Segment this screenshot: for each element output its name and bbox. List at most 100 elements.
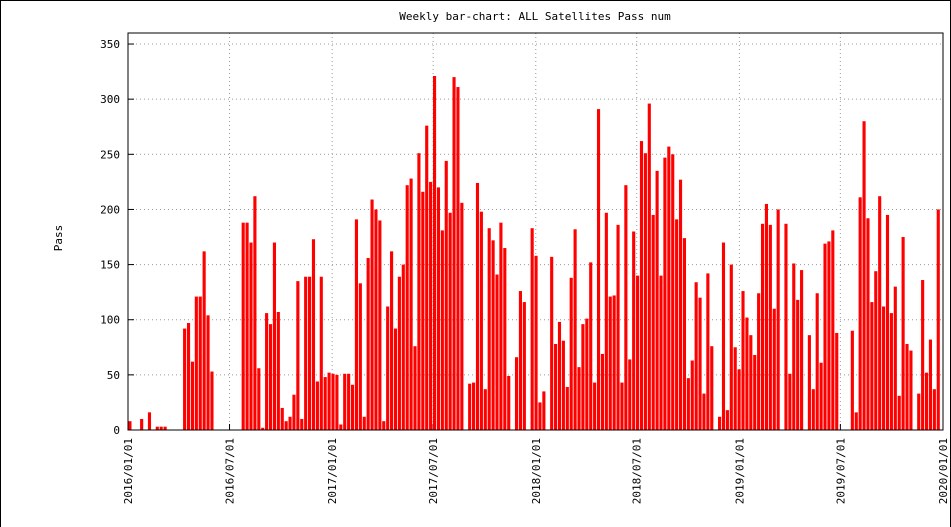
bar (772, 308, 776, 430)
bar (253, 196, 257, 430)
bar (272, 242, 276, 430)
bar (358, 283, 362, 430)
bar (417, 153, 421, 431)
bar (893, 286, 897, 430)
bar (374, 209, 378, 430)
bar (585, 318, 589, 430)
bar (530, 228, 534, 430)
x-tick-label: 2018/07/01 (631, 438, 644, 504)
bar (882, 306, 886, 430)
bar (858, 197, 862, 430)
bar (628, 359, 632, 430)
x-tick-label: 2019/07/01 (834, 438, 847, 504)
bar (624, 185, 628, 430)
bar (483, 389, 487, 430)
bar (831, 230, 835, 430)
bar (764, 203, 769, 430)
y-tick-label: 150 (100, 259, 120, 272)
bar (370, 199, 374, 430)
bar (421, 191, 425, 430)
bar (784, 223, 788, 430)
bar (753, 355, 757, 430)
bar (288, 416, 292, 430)
bar (671, 154, 675, 431)
bar (827, 241, 831, 430)
y-tick-label: 0 (113, 424, 120, 437)
bar (792, 263, 796, 430)
x-tick-label: 2019/01/01 (733, 438, 746, 504)
bar (300, 418, 304, 430)
bar (534, 255, 538, 430)
bar (198, 296, 202, 430)
bar (183, 328, 187, 430)
bar (425, 125, 429, 430)
bar (593, 382, 597, 430)
y-axis-label: Pass (52, 225, 65, 252)
chart-title: Weekly bar-chart: ALL Satellites Pass nu… (399, 10, 671, 23)
bar (491, 240, 495, 430)
bar (495, 274, 499, 430)
bar (620, 382, 624, 430)
bar (706, 273, 710, 430)
bar (308, 276, 312, 430)
bar (659, 275, 663, 430)
y-tick-label: 50 (107, 369, 120, 382)
bar (366, 257, 370, 430)
bar (866, 218, 870, 430)
bar (749, 335, 753, 430)
x-tick-label: 2017/01/01 (326, 438, 339, 504)
bar (354, 219, 358, 430)
bar (667, 146, 671, 430)
bar (390, 251, 394, 430)
bar (647, 103, 651, 431)
bar (296, 281, 300, 430)
bar (319, 276, 323, 430)
bar (554, 343, 558, 430)
x-tick-label: 2016/01/01 (122, 438, 135, 504)
bar (456, 87, 460, 431)
bar (538, 402, 542, 430)
bar (589, 262, 593, 430)
bar (405, 185, 409, 430)
bar (921, 280, 925, 430)
bar (651, 214, 655, 430)
bar (917, 393, 921, 430)
bar (702, 393, 706, 430)
bar (241, 222, 245, 430)
bar (479, 211, 483, 430)
bar (280, 407, 284, 430)
bar (155, 426, 159, 430)
bar (600, 353, 605, 430)
bar (819, 362, 823, 430)
bar (928, 339, 933, 430)
bar (542, 391, 546, 430)
bar (932, 389, 936, 430)
bar (608, 296, 612, 430)
bar (323, 377, 327, 430)
bar (432, 76, 437, 430)
bar (378, 220, 382, 430)
bar (413, 346, 417, 430)
bar (901, 237, 905, 430)
bar (190, 361, 194, 430)
y-tick-label: 350 (100, 38, 120, 51)
bar (550, 256, 554, 430)
bar (604, 212, 608, 430)
bar (737, 369, 741, 430)
bar (862, 121, 866, 430)
bar (655, 170, 659, 430)
bar (202, 251, 206, 430)
bar (632, 231, 636, 430)
bar (874, 271, 878, 430)
bar (745, 317, 749, 430)
bar (678, 179, 683, 430)
bar (487, 228, 491, 430)
bar (721, 242, 726, 430)
bar (265, 313, 269, 430)
x-tick-label: 2017/07/01 (427, 438, 440, 504)
bar (350, 384, 355, 430)
bar (393, 328, 398, 430)
bar (249, 242, 253, 430)
bar (776, 209, 780, 430)
